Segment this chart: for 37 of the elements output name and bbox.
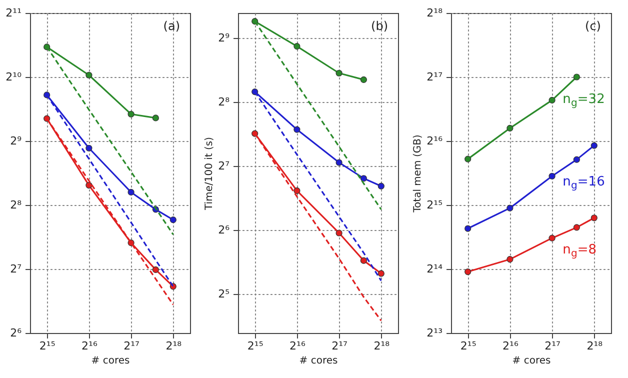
y-tick-label: 2⁷ xyxy=(218,160,230,173)
y-axis-title: Total mem (GB) xyxy=(412,134,424,214)
x-tick-label: 2¹⁵ xyxy=(247,340,264,352)
x-axis-title: # cores xyxy=(512,356,551,366)
x-tick-label: 2¹⁵ xyxy=(39,340,56,352)
y-tick-label: 2¹⁷ xyxy=(426,70,442,84)
annotation: (b) xyxy=(371,19,388,33)
x-tick-label: 2¹⁶ xyxy=(82,340,98,352)
x-tick-label: 2¹⁷ xyxy=(332,340,348,352)
y-tick-label: 2⁶ xyxy=(10,326,22,340)
y-tick-label: 2⁵ xyxy=(218,288,230,301)
x-tick-label: 2¹⁶ xyxy=(502,340,519,352)
x-tick-label: 2¹⁸ xyxy=(586,340,604,352)
x-tick-label: 2¹⁸ xyxy=(374,340,390,352)
x-tick-label: 2¹⁶ xyxy=(290,340,306,352)
x-tick-label: 2¹⁷ xyxy=(544,340,560,352)
y-tick-label: 2¹¹ xyxy=(6,6,22,20)
x-axis-title: # cores xyxy=(91,356,130,366)
x-tick-label: 2¹⁵ xyxy=(460,340,476,352)
x-tick-label: 2¹⁸ xyxy=(166,340,182,352)
x-axis-title: # cores xyxy=(299,356,338,366)
y-tick-label: 2⁶ xyxy=(218,224,230,237)
y-tick-label: 2⁹ xyxy=(10,134,22,148)
x-tick-label: 2¹⁷ xyxy=(124,340,140,352)
annotation: (a) xyxy=(163,19,180,33)
y-tick-label: 2¹⁴ xyxy=(426,262,444,276)
annotation: (c) xyxy=(585,19,601,33)
y-axis-title: Time/100 it (s) xyxy=(204,136,216,211)
y-tick-label: 2⁸ xyxy=(218,96,230,109)
y-tick-label: 2⁸ xyxy=(10,198,22,212)
y-tick-label: 2⁷ xyxy=(10,262,22,276)
y-tick-label: 2¹⁵ xyxy=(426,198,442,212)
y-tick-label: 2⁹ xyxy=(218,31,230,44)
y-tick-label: 2¹⁶ xyxy=(426,134,444,148)
y-tick-label: 2¹³ xyxy=(426,326,442,340)
y-tick-label: 2¹⁸ xyxy=(426,6,444,20)
y-tick-label: 2¹⁰ xyxy=(6,70,22,84)
